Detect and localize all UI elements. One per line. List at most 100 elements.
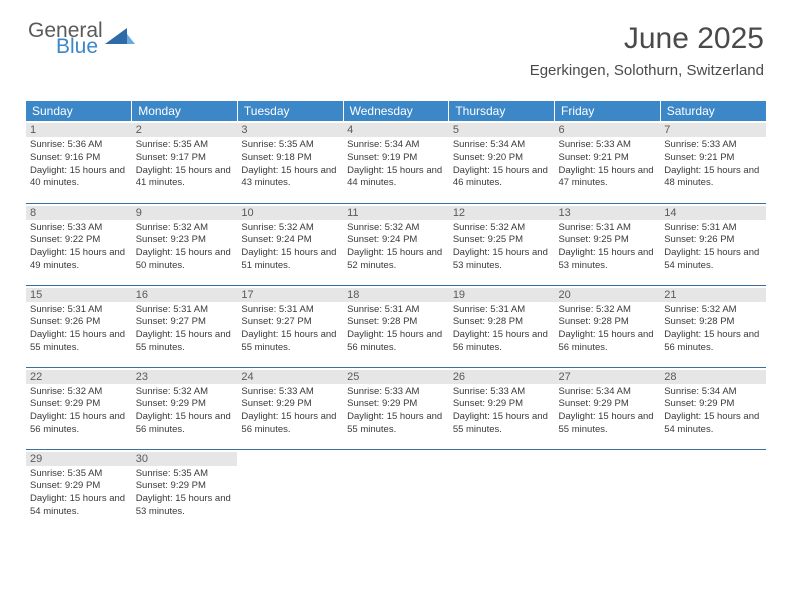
day-details: Sunrise: 5:33 AMSunset: 9:21 PMDaylight:… <box>559 139 657 190</box>
calendar-cell: 17 Sunrise: 5:31 AMSunset: 9:27 PMDayligh… <box>237 285 343 367</box>
weekday-header: Thursday <box>449 101 555 121</box>
calendar-row: 15 Sunrise: 5:31 AMSunset: 9:26 PMDayligh… <box>26 285 766 367</box>
day-number: 3 <box>237 123 343 137</box>
calendar-cell: 25Sunrise: 5:33 AMSunset: 9:29 PMDayligh… <box>343 367 449 449</box>
day-details: Sunrise: 5:35 AMSunset: 9:29 PMDaylight:… <box>30 468 128 519</box>
day-number: 28 <box>660 370 766 384</box>
calendar-cell: 22 Sunrise: 5:32 AMSunset: 9:29 PMDayligh… <box>26 367 132 449</box>
calendar-cell <box>555 449 661 531</box>
day-details: Sunrise: 5:31 AMSunset: 9:25 PMDaylight:… <box>559 222 657 273</box>
calendar-body: 1 Sunrise: 5:36 AMSunset: 9:16 PMDaylight… <box>26 121 766 531</box>
calendar-cell: 28 Sunrise: 5:34 AMSunset: 9:29 PMDayligh… <box>660 367 766 449</box>
day-details: Sunrise: 5:32 AMSunset: 9:25 PMDaylight:… <box>453 222 551 273</box>
calendar-cell <box>237 449 343 531</box>
day-number: 16 <box>132 288 238 302</box>
calendar-cell: 24Sunrise: 5:33 AMSunset: 9:29 PMDayligh… <box>237 367 343 449</box>
page-header: General Blue June 2025 Egerkingen, Solot… <box>0 0 792 87</box>
calendar-cell: 7 Sunrise: 5:33 AMSunset: 9:21 PMDaylight… <box>660 121 766 203</box>
day-details: Sunrise: 5:33 AMSunset: 9:29 PMDaylight:… <box>453 386 551 437</box>
day-number: 18 <box>343 288 449 302</box>
brand-logo: General Blue <box>28 22 137 56</box>
calendar-cell: 30Sunrise: 5:35 AMSunset: 9:29 PMDayligh… <box>132 449 238 531</box>
calendar-cell: 18Sunrise: 5:31 AMSunset: 9:28 PMDayligh… <box>343 285 449 367</box>
day-details: Sunrise: 5:33 AMSunset: 9:29 PMDaylight:… <box>347 386 445 437</box>
logo-word-blue: Blue <box>56 38 103 56</box>
weekday-header: Tuesday <box>237 101 343 121</box>
day-number: 5 <box>449 123 555 137</box>
calendar-cell: 20 Sunrise: 5:32 AMSunset: 9:28 PMDayligh… <box>555 285 661 367</box>
weekday-header: Wednesday <box>343 101 449 121</box>
day-details: Sunrise: 5:31 AMSunset: 9:27 PMDaylight:… <box>241 304 339 355</box>
calendar-cell: 29 Sunrise: 5:35 AMSunset: 9:29 PMDayligh… <box>26 449 132 531</box>
weekday-header-row: SundayMondayTuesdayWednesdayThursdayFrid… <box>26 101 766 121</box>
day-number: 13 <box>555 206 661 220</box>
calendar-cell: 26 Sunrise: 5:33 AMSunset: 9:29 PMDayligh… <box>449 367 555 449</box>
day-details: Sunrise: 5:32 AMSunset: 9:29 PMDaylight:… <box>30 386 128 437</box>
weekday-header: Saturday <box>660 101 766 121</box>
calendar-cell: 27 Sunrise: 5:34 AMSunset: 9:29 PMDayligh… <box>555 367 661 449</box>
calendar-cell: 23Sunrise: 5:32 AMSunset: 9:29 PMDayligh… <box>132 367 238 449</box>
day-number: 22 <box>26 370 132 384</box>
day-number: 27 <box>555 370 661 384</box>
day-details: Sunrise: 5:32 AMSunset: 9:29 PMDaylight:… <box>136 386 234 437</box>
day-number: 26 <box>449 370 555 384</box>
day-number: 14 <box>660 206 766 220</box>
calendar-cell: 16Sunrise: 5:31 AMSunset: 9:27 PMDayligh… <box>132 285 238 367</box>
month-title: June 2025 <box>530 22 764 56</box>
day-number: 15 <box>26 288 132 302</box>
day-number: 21 <box>660 288 766 302</box>
calendar-cell: 2Sunrise: 5:35 AMSunset: 9:17 PMDaylight… <box>132 121 238 203</box>
day-details: Sunrise: 5:36 AMSunset: 9:16 PMDaylight:… <box>30 139 128 190</box>
day-number: 2 <box>132 123 238 137</box>
day-number: 29 <box>26 452 132 466</box>
calendar-cell <box>449 449 555 531</box>
calendar-cell <box>660 449 766 531</box>
day-details: Sunrise: 5:34 AMSunset: 9:29 PMDaylight:… <box>559 386 657 437</box>
calendar-cell <box>343 449 449 531</box>
weekday-header: Sunday <box>26 101 132 121</box>
day-number: 9 <box>132 206 238 220</box>
calendar-cell: 8Sunrise: 5:33 AMSunset: 9:22 PMDaylight… <box>26 203 132 285</box>
calendar-row: 29 Sunrise: 5:35 AMSunset: 9:29 PMDayligh… <box>26 449 766 531</box>
location-subtitle: Egerkingen, Solothurn, Switzerland <box>530 62 764 79</box>
weekday-header: Friday <box>555 101 661 121</box>
calendar-cell: 19 Sunrise: 5:31 AMSunset: 9:28 PMDayligh… <box>449 285 555 367</box>
calendar-row: 8Sunrise: 5:33 AMSunset: 9:22 PMDaylight… <box>26 203 766 285</box>
calendar-cell: 11 Sunrise: 5:32 AMSunset: 9:24 PMDayligh… <box>343 203 449 285</box>
day-details: Sunrise: 5:31 AMSunset: 9:28 PMDaylight:… <box>453 304 551 355</box>
day-details: Sunrise: 5:34 AMSunset: 9:19 PMDaylight:… <box>347 139 445 190</box>
day-details: Sunrise: 5:32 AMSunset: 9:28 PMDaylight:… <box>664 304 762 355</box>
day-details: Sunrise: 5:32 AMSunset: 9:24 PMDaylight:… <box>241 222 339 273</box>
day-details: Sunrise: 5:35 AMSunset: 9:29 PMDaylight:… <box>136 468 234 519</box>
day-number: 12 <box>449 206 555 220</box>
day-details: Sunrise: 5:33 AMSunset: 9:21 PMDaylight:… <box>664 139 762 190</box>
day-number: 20 <box>555 288 661 302</box>
calendar-cell: 14 Sunrise: 5:31 AMSunset: 9:26 PMDayligh… <box>660 203 766 285</box>
day-details: Sunrise: 5:35 AMSunset: 9:18 PMDaylight:… <box>241 139 339 190</box>
day-details: Sunrise: 5:33 AMSunset: 9:29 PMDaylight:… <box>241 386 339 437</box>
calendar-table: SundayMondayTuesdayWednesdayThursdayFrid… <box>26 101 766 531</box>
day-number: 1 <box>26 123 132 137</box>
calendar-row: 1 Sunrise: 5:36 AMSunset: 9:16 PMDaylight… <box>26 121 766 203</box>
calendar-cell: 4Sunrise: 5:34 AMSunset: 9:19 PMDaylight… <box>343 121 449 203</box>
calendar-cell: 9 Sunrise: 5:32 AMSunset: 9:23 PMDaylight… <box>132 203 238 285</box>
day-number: 11 <box>343 206 449 220</box>
day-number: 7 <box>660 123 766 137</box>
day-details: Sunrise: 5:32 AMSunset: 9:23 PMDaylight:… <box>136 222 234 273</box>
day-number: 19 <box>449 288 555 302</box>
logo-triangle-icon <box>105 26 137 51</box>
calendar-cell: 10 Sunrise: 5:32 AMSunset: 9:24 PMDayligh… <box>237 203 343 285</box>
calendar-cell: 21 Sunrise: 5:32 AMSunset: 9:28 PMDayligh… <box>660 285 766 367</box>
day-details: Sunrise: 5:32 AMSunset: 9:28 PMDaylight:… <box>559 304 657 355</box>
calendar-cell: 3 Sunrise: 5:35 AMSunset: 9:18 PMDaylight… <box>237 121 343 203</box>
day-number: 17 <box>237 288 343 302</box>
calendar-cell: 13 Sunrise: 5:31 AMSunset: 9:25 PMDayligh… <box>555 203 661 285</box>
day-number: 10 <box>237 206 343 220</box>
calendar-cell: 15 Sunrise: 5:31 AMSunset: 9:26 PMDayligh… <box>26 285 132 367</box>
day-details: Sunrise: 5:34 AMSunset: 9:29 PMDaylight:… <box>664 386 762 437</box>
weekday-header: Monday <box>132 101 238 121</box>
day-details: Sunrise: 5:31 AMSunset: 9:26 PMDaylight:… <box>664 222 762 273</box>
calendar-row: 22 Sunrise: 5:32 AMSunset: 9:29 PMDayligh… <box>26 367 766 449</box>
day-details: Sunrise: 5:32 AMSunset: 9:24 PMDaylight:… <box>347 222 445 273</box>
day-details: Sunrise: 5:31 AMSunset: 9:26 PMDaylight:… <box>30 304 128 355</box>
